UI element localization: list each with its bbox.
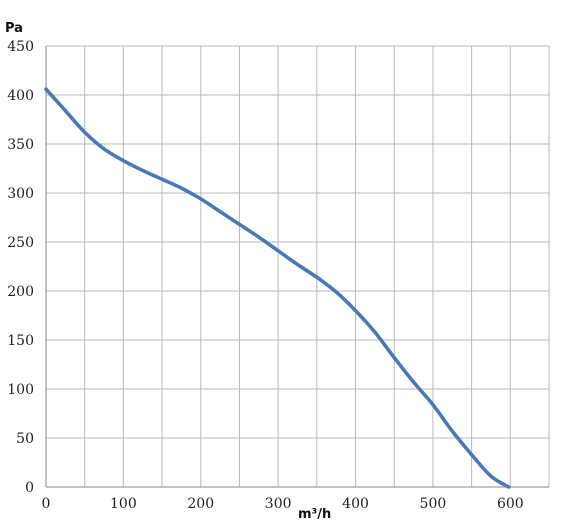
y-axis-unit-label: Pa [5,21,23,36]
x-tick-label: 600 [497,496,524,512]
y-tick-label: 200 [7,284,34,300]
x-tick-label: 300 [265,496,292,512]
y-tick-label: 450 [7,39,34,55]
y-tick-label: 400 [7,88,34,104]
x-tick-label: 400 [342,496,369,512]
y-tick-label: 250 [7,235,34,251]
series [44,87,511,489]
y-tick-label: 350 [7,137,34,153]
x-tick-label: 100 [110,496,137,512]
y-tick-label: 100 [7,382,34,398]
series-line [44,87,511,489]
y-tick-label: 0 [25,480,34,496]
y-tick-label: 50 [16,431,34,447]
y-tick-label: 300 [7,186,34,202]
x-tick-label: 200 [187,496,214,512]
axes [45,46,549,488]
tick-labels: 0 50 100 150 200 250 300 350 400 450 0 100 200 300 400… [7,39,523,512]
x-axis-unit-label: m³/h [298,507,331,521]
y-tick-label: 150 [7,333,34,349]
grid [46,45,550,487]
x-tick-label: 0 [42,496,51,512]
x-tick-label: 500 [420,496,447,512]
